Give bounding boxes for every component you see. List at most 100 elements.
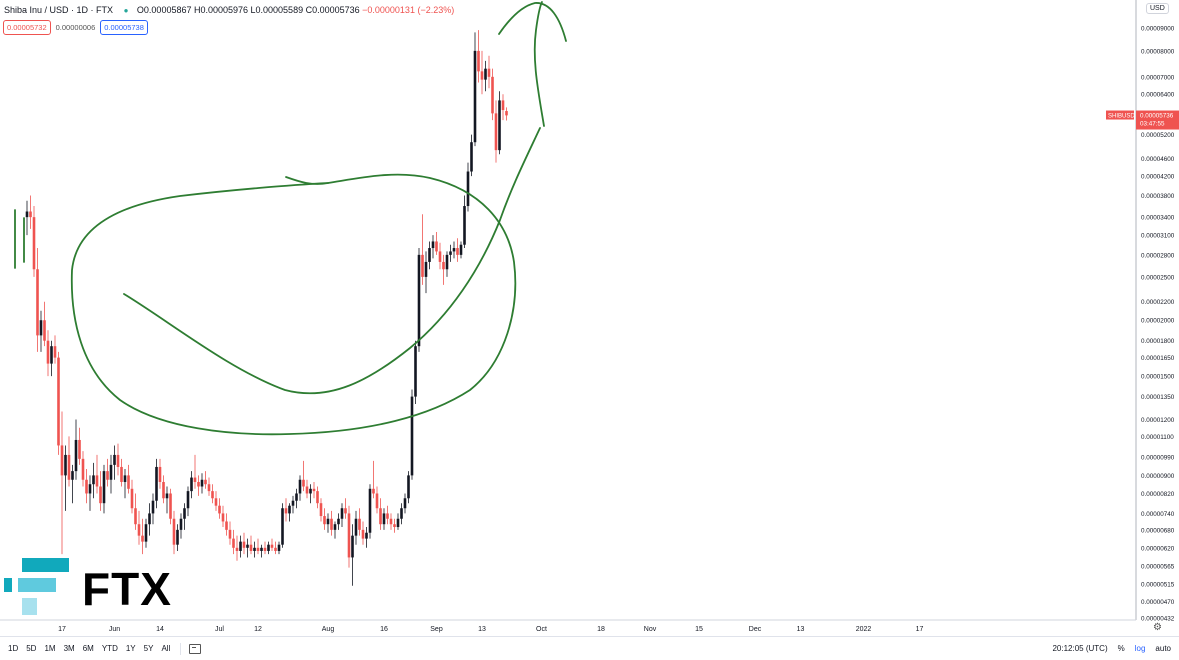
candle-body xyxy=(211,491,214,499)
auto-scale-toggle[interactable]: auto xyxy=(1155,644,1171,653)
candle-body xyxy=(123,475,127,482)
candle xyxy=(186,486,190,517)
candle xyxy=(372,460,375,499)
candle xyxy=(445,251,449,277)
candle xyxy=(50,340,53,377)
candle-body xyxy=(487,68,491,77)
candle-body xyxy=(235,547,239,551)
candle xyxy=(326,513,330,533)
candle-body xyxy=(417,254,421,347)
candle-body xyxy=(71,471,74,480)
candle-body xyxy=(158,466,162,482)
timeframe-3m[interactable]: 3M xyxy=(63,644,75,653)
candle xyxy=(333,521,337,539)
candle-body xyxy=(92,475,95,485)
time-tick-label: 17 xyxy=(916,626,924,633)
candle-body xyxy=(372,488,375,494)
candle-body xyxy=(43,320,46,341)
candle xyxy=(137,510,141,545)
ftx-logo-icon xyxy=(4,558,70,621)
candle-body xyxy=(410,396,414,476)
drawing-stroke xyxy=(533,1,545,127)
candle xyxy=(424,251,428,294)
candle-body xyxy=(260,547,263,551)
percent-scale-toggle[interactable]: % xyxy=(1117,644,1125,653)
candle xyxy=(232,529,235,555)
bottom-right-controls: 20:12:05 (UTC) % log auto xyxy=(1052,637,1171,660)
candle xyxy=(414,340,417,404)
candle xyxy=(389,513,393,530)
candle-body xyxy=(459,244,463,255)
price-tick-label: 0.00000620 xyxy=(1141,545,1175,552)
candle xyxy=(347,505,351,568)
candle-body xyxy=(256,547,260,551)
candle-body xyxy=(323,516,326,525)
price-tick-label: 0.00006400 xyxy=(1141,92,1175,99)
candle-body xyxy=(64,454,67,476)
candle xyxy=(323,508,326,530)
candle xyxy=(221,505,225,528)
candle-body xyxy=(141,535,144,542)
candle-body xyxy=(505,111,508,116)
candle xyxy=(330,510,333,536)
timeframe-ytd[interactable]: YTD xyxy=(101,644,118,653)
candle-body xyxy=(186,491,190,509)
candle xyxy=(354,510,358,545)
candle-body xyxy=(267,544,270,551)
candle-body xyxy=(106,471,109,480)
candle-body xyxy=(298,479,302,494)
candle-body xyxy=(312,488,316,492)
candle-body xyxy=(463,206,466,245)
timeframe-1d[interactable]: 1D xyxy=(8,644,19,653)
timeframe-6m[interactable]: 6M xyxy=(82,644,94,653)
candle xyxy=(204,471,207,489)
candle xyxy=(218,498,221,519)
ohlc-values: O0.00005867 H0.00005976 L0.00005589 C0.0… xyxy=(136,5,360,15)
candle xyxy=(337,513,340,530)
timeframe-5y[interactable]: 5Y xyxy=(143,644,154,653)
candle xyxy=(375,486,379,514)
price-tick-label: 0.00001500 xyxy=(1141,374,1175,381)
candle-body xyxy=(305,486,309,494)
currency-button[interactable]: USD xyxy=(1146,3,1169,14)
timeframe-all[interactable]: All xyxy=(161,644,171,653)
candle xyxy=(253,541,256,558)
symbol-title[interactable]: Shiba Inu / USD · 1D · FTX xyxy=(4,5,114,15)
candle xyxy=(277,541,281,555)
timeframe-5d[interactable]: 5D xyxy=(26,644,37,653)
candle-body xyxy=(50,346,53,364)
gear-icon[interactable]: ⚙ xyxy=(1153,622,1162,633)
candle-body xyxy=(386,513,389,519)
candle xyxy=(351,524,354,586)
candle-body xyxy=(39,320,43,336)
candle xyxy=(393,518,396,533)
ask-price[interactable]: 0.00005738 xyxy=(100,20,148,35)
candle xyxy=(214,491,218,511)
candle xyxy=(270,538,274,551)
candle xyxy=(71,464,74,504)
bid-price[interactable]: 0.00005732 xyxy=(3,20,51,35)
price-chart[interactable]: 0.00009000 0.00008000 0.00007000 0.00006400… xyxy=(0,0,1179,636)
log-scale-toggle[interactable]: log xyxy=(1134,644,1146,653)
candle-body xyxy=(428,248,431,262)
price-tick-label: 0.00004200 xyxy=(1141,174,1175,181)
candle-body xyxy=(403,498,407,509)
candle-body xyxy=(361,529,365,539)
candle xyxy=(60,411,64,555)
candle-body xyxy=(277,544,281,551)
candle-body xyxy=(291,500,295,506)
timeframe-1y[interactable]: 1Y xyxy=(125,644,136,653)
candle xyxy=(106,458,109,487)
candle-body xyxy=(477,50,480,72)
candle xyxy=(386,505,389,525)
candle-body xyxy=(60,445,64,476)
price-tick-label: 0.00000432 xyxy=(1141,616,1175,623)
candle xyxy=(99,471,102,511)
date-range-icon[interactable] xyxy=(189,643,202,654)
candle-body xyxy=(120,466,123,482)
timeframe-1m[interactable]: 1M xyxy=(44,644,56,653)
utc-clock[interactable]: 20:12:05 (UTC) xyxy=(1052,644,1108,653)
candle-body xyxy=(116,454,120,467)
candle-body xyxy=(302,479,305,487)
brand-wordmark: FTX xyxy=(82,563,172,615)
